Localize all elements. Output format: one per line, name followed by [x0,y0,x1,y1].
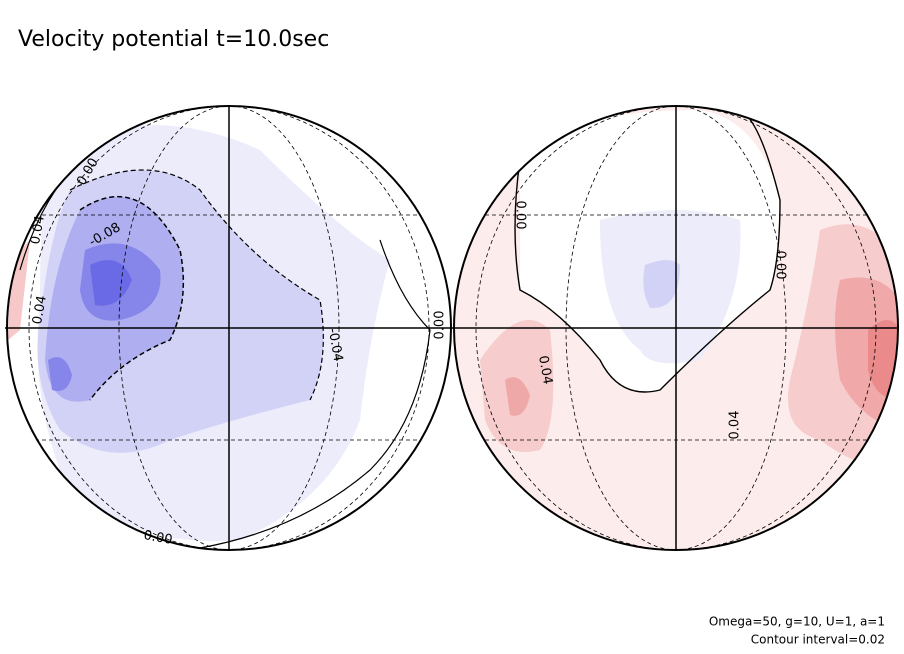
chart-title: Velocity potential t=10.0sec [18,27,329,52]
left-hemisphere [7,106,451,550]
right-hemisphere [454,106,898,550]
contour-label: 0.04 [28,214,48,245]
contour-label: 0.00 [773,251,788,280]
contour-label: 0.04 [535,354,555,385]
note: Contour interval=0.02 [751,633,885,647]
contour-label: 0.04 [30,294,50,325]
contour-label: 0.00 [142,528,173,548]
contour-label: 0.00 [433,311,448,340]
contour-label: 0.00 [513,201,528,230]
contour-label: 0.04 [728,411,743,440]
note: Omega=50, g=10, U=1, a=1 [709,615,885,629]
contour-label: -0.04 [325,327,346,363]
